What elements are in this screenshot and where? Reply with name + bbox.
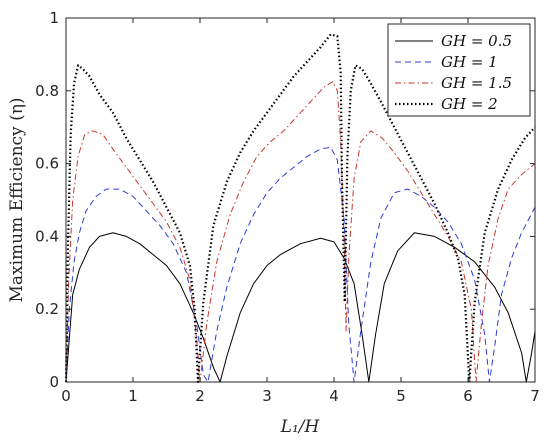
- x-tick-label-0: 0: [61, 387, 71, 405]
- y-tick-label-0: 0: [49, 373, 59, 391]
- series-line-2: [65, 81, 536, 383]
- series-line-0: [65, 232, 536, 383]
- x-tick-label-5: 5: [396, 387, 406, 405]
- x-tick-label-2: 2: [195, 387, 205, 405]
- x-axis-label: L₁/H: [280, 417, 321, 437]
- x-tick-label-1: 1: [128, 387, 138, 405]
- legend-label-1: GH = 1: [441, 53, 498, 71]
- plot-frame: [65, 17, 536, 383]
- tick-layer: 0 1 2 3 4 5 6 7 0 0.2 0.4 0.6 0.8 1: [35, 9, 540, 405]
- legend-label-3: GH = 2: [441, 95, 498, 113]
- legend-box: [387, 23, 531, 117]
- x-tick-label-6: 6: [463, 387, 473, 405]
- y-tick-label-5: 1: [49, 9, 59, 27]
- legend: GH = 0.5 GH = 1 GH = 1.5 GH = 2: [387, 23, 531, 117]
- x-tick-label-4: 4: [329, 387, 339, 405]
- y-tick-label-1: 0.2: [35, 300, 59, 318]
- y-tick-label-2: 0.4: [35, 227, 59, 245]
- y-tick-label-3: 0.6: [35, 155, 59, 173]
- y-axis-label: Maximum Efficiency (η): [7, 97, 27, 302]
- x-tick-label-3: 3: [262, 387, 272, 405]
- y-tick-label-4: 0.8: [35, 82, 59, 100]
- series-line-1: [65, 146, 536, 383]
- legend-label-0: GH = 0.5: [441, 32, 512, 50]
- x-tick-label-7: 7: [530, 387, 540, 405]
- legend-label-2: GH = 1.5: [441, 74, 512, 92]
- series-layer: [64, 33, 536, 384]
